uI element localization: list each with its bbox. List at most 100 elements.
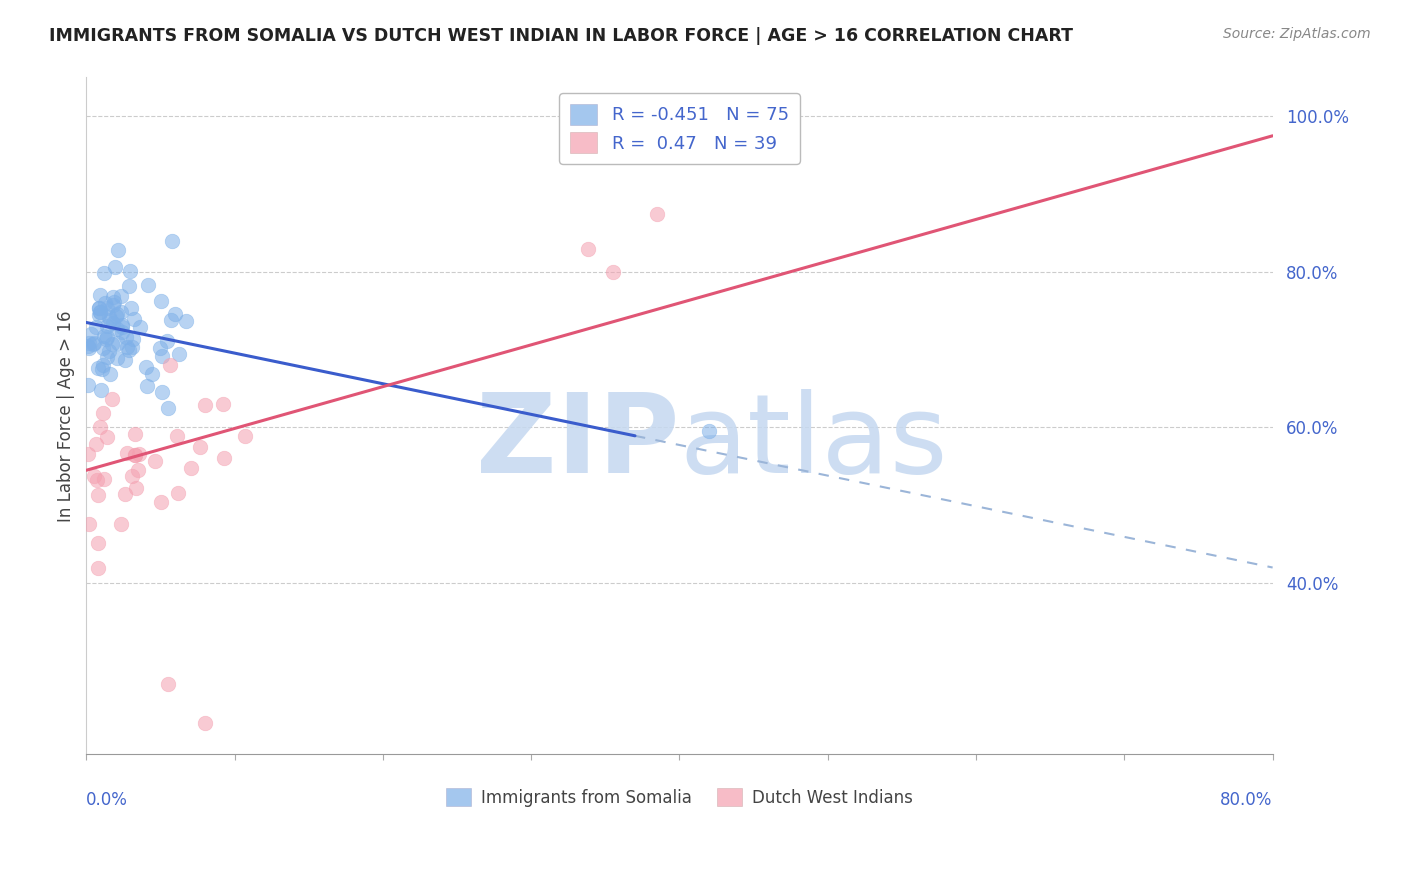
Point: [103, 316, 125, 330]
Point: [77, 341, 100, 355]
Text: ZIP: ZIP: [477, 390, 679, 496]
Point: [91, 341, 114, 355]
Point: [167, 346, 190, 360]
Point: [150, 495, 173, 509]
Point: [89, 288, 111, 302]
Point: [98, 367, 121, 381]
Point: [96, 332, 118, 346]
Point: [141, 367, 163, 381]
Point: [77, 338, 100, 352]
Point: [129, 320, 152, 334]
Point: [115, 446, 138, 460]
Point: [105, 309, 128, 323]
Point: [91, 362, 114, 376]
Point: [94, 296, 117, 310]
Point: [89, 301, 111, 315]
Point: [115, 330, 138, 344]
Point: [98, 343, 121, 358]
Point: [110, 305, 132, 319]
Point: [97, 310, 120, 325]
Point: [121, 332, 143, 346]
Point: [84, 436, 107, 450]
Point: [159, 359, 181, 373]
Point: [156, 677, 179, 691]
Point: [77, 516, 100, 531]
Point: [89, 305, 111, 319]
Point: [150, 349, 173, 363]
Point: [114, 487, 136, 501]
Point: [194, 398, 217, 412]
Point: [576, 242, 599, 256]
Text: IMMIGRANTS FROM SOMALIA VS DUTCH WEST INDIAN IN LABOR FORCE | AGE > 16 CORRELATI: IMMIGRANTS FROM SOMALIA VS DUTCH WEST IN…: [49, 27, 1073, 45]
Point: [159, 313, 181, 327]
Point: [93, 472, 115, 486]
Point: [143, 454, 166, 468]
Point: [165, 306, 187, 320]
Point: [194, 716, 217, 731]
Point: [96, 350, 118, 364]
Point: [149, 341, 172, 355]
Point: [90, 383, 112, 397]
Point: [122, 311, 145, 326]
Point: [93, 266, 115, 280]
Point: [111, 326, 134, 340]
Point: [82, 337, 104, 351]
Point: [101, 298, 124, 312]
Point: [89, 305, 111, 319]
Point: [149, 293, 172, 308]
Point: [110, 517, 132, 532]
Point: [180, 461, 202, 475]
Point: [87, 301, 110, 315]
Point: [76, 447, 98, 461]
Point: [96, 318, 118, 333]
Point: [128, 447, 150, 461]
Point: [110, 289, 132, 303]
Point: [157, 401, 180, 415]
Point: [115, 340, 138, 354]
Point: [114, 353, 136, 368]
Point: [136, 278, 159, 293]
Point: [120, 301, 142, 315]
Point: [105, 307, 128, 321]
Point: [87, 488, 110, 502]
Point: [91, 358, 114, 372]
Point: [121, 340, 143, 354]
Text: 0.0%: 0.0%: [86, 791, 128, 809]
Point: [124, 427, 146, 442]
Point: [87, 308, 110, 322]
Point: [156, 334, 179, 348]
Point: [162, 234, 184, 248]
Point: [150, 384, 173, 399]
Point: [602, 265, 624, 279]
Point: [136, 378, 159, 392]
Point: [105, 351, 128, 365]
Point: [98, 313, 121, 327]
Point: [107, 243, 129, 257]
Point: [167, 486, 190, 500]
Point: [135, 360, 157, 375]
Point: [121, 469, 143, 483]
Point: [107, 335, 129, 350]
Point: [124, 449, 146, 463]
Point: [118, 343, 141, 357]
Text: 80.0%: 80.0%: [1220, 791, 1272, 809]
Point: [697, 425, 720, 439]
Point: [104, 260, 127, 275]
Point: [188, 441, 211, 455]
Point: [83, 469, 105, 483]
Point: [127, 463, 149, 477]
Legend: Immigrants from Somalia, Dutch West Indians: Immigrants from Somalia, Dutch West Indi…: [440, 781, 920, 814]
Point: [176, 314, 198, 328]
Point: [87, 536, 110, 550]
Point: [96, 301, 118, 315]
Point: [105, 322, 128, 336]
Y-axis label: In Labor Force | Age > 16: In Labor Force | Age > 16: [58, 310, 75, 522]
Point: [91, 405, 114, 419]
Point: [80, 326, 103, 341]
Point: [96, 430, 118, 444]
Point: [100, 392, 122, 407]
Point: [86, 473, 108, 487]
Point: [96, 330, 118, 344]
Point: [87, 361, 110, 376]
Point: [124, 448, 146, 462]
